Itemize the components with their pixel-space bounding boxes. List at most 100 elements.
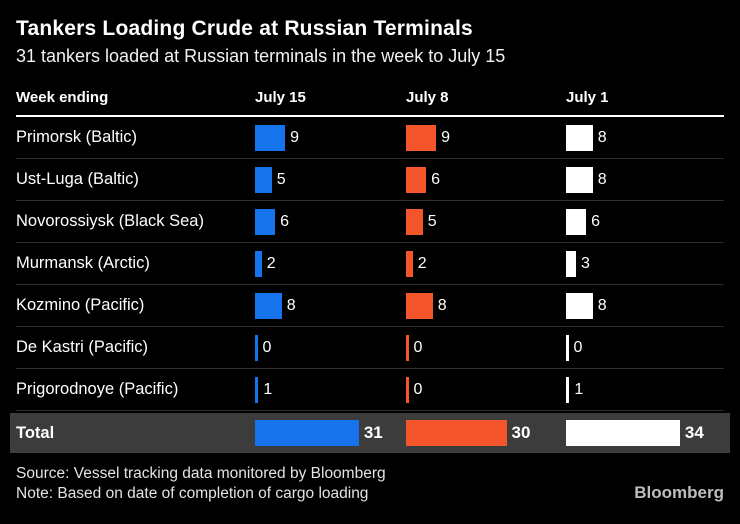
bar-july-1 [566,292,593,319]
bar-july-15 [255,334,258,361]
bar-july-1 [566,208,587,235]
chart-title: Tankers Loading Crude at Russian Termina… [16,17,473,40]
total-row: Total 31 30 34 [10,413,730,453]
bar-value-july-15: 9 [290,128,300,146]
bar-july-1 [566,376,570,403]
bar-july-15 [255,124,286,151]
bar-july-8 [406,376,409,403]
bar-july-15 [255,166,272,193]
bar-cell-july-15: 6 [255,208,406,235]
bar-cell-july-8: 0 [406,334,566,361]
bar-cell-july-1: 34 [566,420,724,446]
bar-cell-july-8: 5 [406,208,566,235]
bar-value-july-1: 0 [573,338,583,356]
column-header-week-ending: Week ending [16,89,109,106]
bloomberg-logo: Bloomberg [634,483,724,502]
bar-cell-july-1: 1 [566,376,724,403]
bar-value-july-15: 8 [286,296,296,314]
bar-value-july-8: 9 [441,128,451,146]
row-label: De Kastri (Pacific) [16,338,149,356]
row-label: Murmansk (Arctic) [16,254,150,272]
bar-july-15 [255,376,259,403]
row-label: Kozmino (Pacific) [16,296,145,314]
bar-value-july-8: 2 [417,254,427,272]
bar-july-8 [406,250,413,277]
bar-cell-july-15: 5 [255,166,406,193]
bar-july-1 [566,166,593,193]
bar-july-15 [255,208,276,235]
bar-value-july-8: 6 [431,170,440,188]
bar-value-july-1: 6 [591,212,600,230]
bar-cell-july-1: 0 [566,334,724,361]
bar-value-july-8: 8 [437,296,447,314]
bar-cell-july-8: 30 [406,420,566,446]
table-row: Murmansk (Arctic) 2 2 3 [16,243,724,285]
table-row: Prigorodnoye (Pacific) 1 0 1 [16,369,724,411]
bar-cell-july-8: 9 [406,124,566,151]
bar-cell-july-1: 8 [566,292,724,319]
bar-july-8 [406,208,423,235]
bar-cell-july-1: 8 [566,124,724,151]
bar-value-july-8: 0 [413,380,423,398]
total-label: Total [16,423,55,442]
column-header-july-8: July 8 [406,89,449,106]
table-row: De Kastri (Pacific) 0 0 0 [16,327,724,369]
bar-value-july-1: 8 [597,170,607,188]
table-row: Ust-Luga (Baltic) 5 6 8 [16,159,724,201]
column-header-july-15: July 15 [255,89,306,106]
bar-value-july-15: 31 [363,423,383,442]
bar-july-1 [566,250,577,277]
bar-value-july-8: 30 [511,423,531,442]
bar-july-1 [566,124,593,151]
source-text: Source: Vessel tracking data monitored b… [16,465,386,482]
bar-cell-july-8: 8 [406,292,566,319]
bar-july-1 [566,334,569,361]
bar-july-8 [406,124,437,151]
column-header-july-1: July 1 [566,89,609,106]
bar-july-1 [566,420,680,446]
bar-cell-july-15: 9 [255,124,406,151]
bar-july-8 [406,420,507,446]
row-label: Prigorodnoye (Pacific) [16,380,179,398]
table-row: Novorossiysk (Black Sea) 6 5 6 [16,201,724,243]
bar-july-8 [406,334,409,361]
note-text: Note: Based on date of completion of car… [16,485,369,502]
bar-cell-july-1: 6 [566,208,724,235]
table-header: Week ending July 15 July 8 July 1 [16,67,724,117]
bar-value-july-15: 0 [262,338,272,356]
table-row: Primorsk (Baltic) 9 9 8 [16,117,724,159]
bar-value-july-15: 6 [280,212,289,230]
row-label: Novorossiysk (Black Sea) [16,212,204,230]
bar-value-july-8: 0 [413,338,423,356]
bar-cell-july-1: 8 [566,166,724,193]
table-body: Primorsk (Baltic) 9 9 8 Ust-Luga (Baltic) … [16,117,724,411]
bar-cell-july-8: 6 [406,166,566,193]
bar-value-july-1: 8 [597,128,607,146]
bar-cell-july-15: 2 [255,250,406,277]
table-row: Kozmino (Pacific) 8 8 8 [16,285,724,327]
bar-value-july-15: 5 [276,170,286,188]
bar-value-july-1: 3 [581,254,590,272]
bar-july-8 [406,166,427,193]
bar-july-8 [406,292,433,319]
bar-value-july-1: 8 [597,296,607,314]
bar-cell-july-15: 0 [255,334,406,361]
bar-cell-july-1: 3 [566,250,724,277]
bar-value-july-1: 34 [684,423,704,442]
row-label: Primorsk (Baltic) [16,128,138,146]
bar-value-july-1: 1 [574,380,584,398]
chart-subtitle: 31 tankers loaded at Russian terminals i… [16,46,506,66]
bar-july-15 [255,420,359,446]
bar-cell-july-15: 1 [255,376,406,403]
bar-cell-july-15: 31 [255,420,406,446]
bar-value-july-8: 5 [427,212,437,230]
bar-cell-july-15: 8 [255,292,406,319]
row-label: Ust-Luga (Baltic) [16,170,139,188]
bar-cell-july-8: 0 [406,376,566,403]
bar-value-july-15: 2 [266,254,276,272]
bar-value-july-15: 1 [263,380,273,398]
chart-footer: Source: Vessel tracking data monitored b… [16,464,724,504]
bar-july-15 [255,292,282,319]
bar-july-15 [255,250,262,277]
